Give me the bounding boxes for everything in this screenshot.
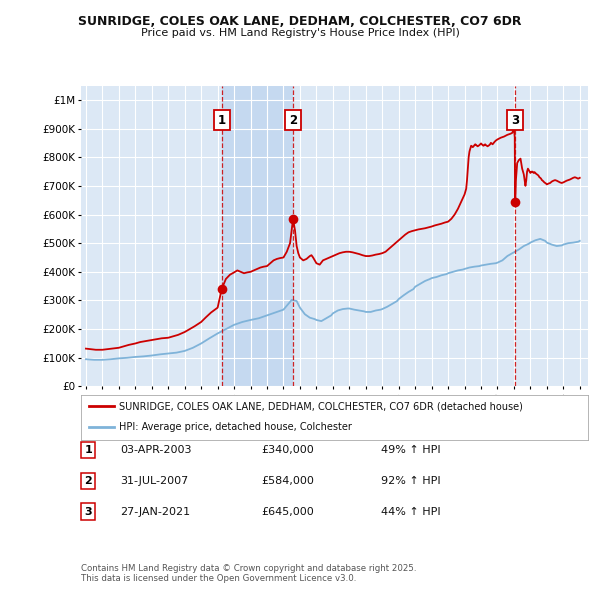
Text: £340,000: £340,000: [261, 445, 314, 455]
Text: 2: 2: [289, 114, 297, 127]
Text: 3: 3: [511, 114, 519, 127]
Text: 31-JUL-2007: 31-JUL-2007: [120, 476, 188, 486]
Text: 1: 1: [218, 114, 226, 127]
Text: 3: 3: [85, 507, 92, 516]
Text: 1: 1: [85, 445, 92, 455]
Text: 2: 2: [85, 476, 92, 486]
Text: 92% ↑ HPI: 92% ↑ HPI: [381, 476, 440, 486]
Text: 03-APR-2003: 03-APR-2003: [120, 445, 191, 455]
Text: HPI: Average price, detached house, Colchester: HPI: Average price, detached house, Colc…: [119, 422, 352, 432]
Text: 27-JAN-2021: 27-JAN-2021: [120, 507, 190, 516]
Bar: [222, 86, 293, 386]
Text: 44% ↑ HPI: 44% ↑ HPI: [381, 507, 440, 516]
Text: £584,000: £584,000: [261, 476, 314, 486]
Text: Contains HM Land Registry data © Crown copyright and database right 2025.
This d: Contains HM Land Registry data © Crown c…: [81, 563, 416, 583]
Text: SUNRIDGE, COLES OAK LANE, DEDHAM, COLCHESTER, CO7 6DR (detached house): SUNRIDGE, COLES OAK LANE, DEDHAM, COLCHE…: [119, 401, 523, 411]
Text: Price paid vs. HM Land Registry's House Price Index (HPI): Price paid vs. HM Land Registry's House …: [140, 28, 460, 38]
Text: 49% ↑ HPI: 49% ↑ HPI: [381, 445, 440, 455]
Text: £645,000: £645,000: [261, 507, 314, 516]
Text: SUNRIDGE, COLES OAK LANE, DEDHAM, COLCHESTER, CO7 6DR: SUNRIDGE, COLES OAK LANE, DEDHAM, COLCHE…: [78, 15, 522, 28]
